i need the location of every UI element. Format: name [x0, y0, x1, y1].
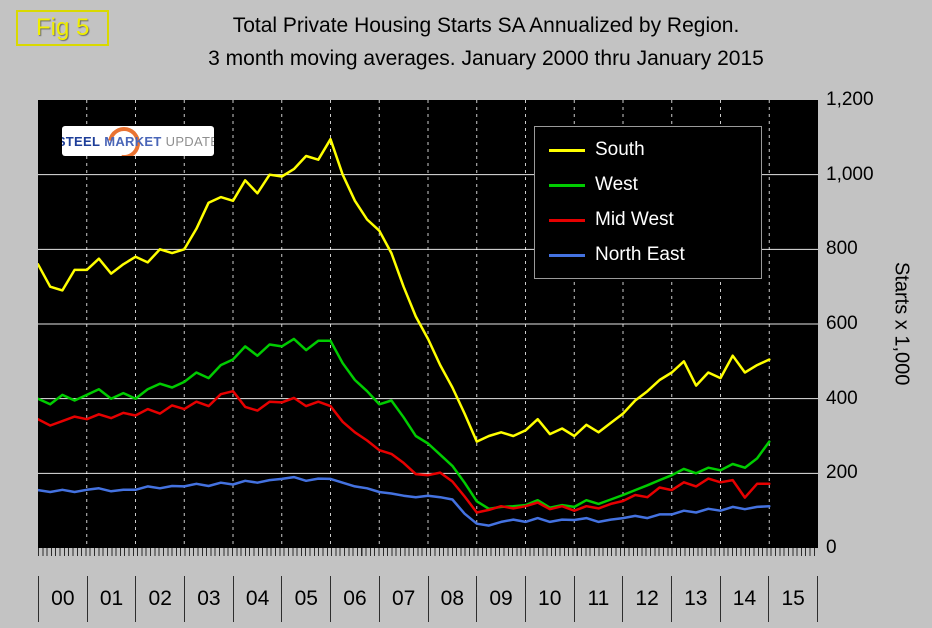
x-axis-label: 04: [232, 576, 282, 622]
x-axis-label: 15: [768, 576, 818, 622]
y-tick-label: 200: [826, 462, 858, 484]
x-axis-labels: 00 01 02 03 04 05 06 07 08 09 10 11 12 13 14 15: [38, 576, 818, 622]
x-axis-label: 08: [427, 576, 477, 622]
legend-item-west: West: [549, 174, 747, 196]
legend-line-swatch: [549, 148, 585, 152]
series-line-south: [38, 137, 771, 443]
figure-number-label: Fig 5: [16, 10, 110, 46]
x-axis-label: 03: [184, 576, 233, 622]
x-axis-label: 02: [135, 576, 184, 622]
series-line-west: [38, 337, 771, 511]
chart-title-line1: Total Private Housing Starts SA Annualiz…: [232, 14, 740, 37]
x-axis-label: 12: [622, 576, 671, 622]
legend-line-swatch: [549, 253, 585, 257]
x-axis-label: 14: [719, 576, 769, 622]
y-axis-title: Starts x 1,000: [890, 262, 913, 386]
y-tick-label: 0: [826, 536, 837, 558]
x-axis-label: 09: [476, 576, 525, 622]
legend-label: North East: [595, 244, 685, 265]
chart-title: Total Private Housing Starts SA Annualiz…: [110, 10, 862, 75]
y-tick-label: 800: [826, 238, 858, 260]
plot-area: STEEL MARKET UPDATE South West Mid West Nor…: [38, 100, 818, 548]
legend-label: West: [595, 174, 638, 195]
y-tick-label: 1,200: [826, 89, 874, 110]
x-axis-label: 11: [573, 576, 623, 622]
logo-word-steel: STEEL: [62, 133, 101, 149]
legend-label: Mid West: [595, 209, 674, 230]
chart-title-line2: 3 month moving averages. January 2000 th…: [208, 46, 764, 70]
x-axis-label: 13: [670, 576, 720, 622]
legend-item-mid-west: Mid West: [549, 209, 747, 231]
series-line-mid-west: [38, 389, 771, 514]
series-line-north-east: [38, 475, 771, 527]
x-axis-label: 06: [330, 576, 379, 622]
legend-item-south: South: [549, 139, 747, 161]
y-axis-tick-labels: 1,200 1,000 800 600 400 200 0: [826, 89, 890, 559]
x-axis-label: 07: [378, 576, 428, 622]
x-axis-label: 05: [281, 576, 330, 622]
legend-label: South: [595, 139, 645, 160]
x-axis-label: 00: [38, 576, 87, 622]
y-tick-label: 1,000: [826, 163, 874, 185]
x-axis-label: 01: [86, 576, 136, 622]
logo-word-update: UPDATE: [165, 133, 214, 149]
legend: South West Mid West North East: [534, 126, 762, 279]
legend-line-swatch: [549, 183, 585, 187]
steel-market-update-logo: STEEL MARKET UPDATE: [62, 126, 214, 156]
legend-line-swatch: [549, 218, 585, 222]
y-tick-label: 400: [826, 387, 858, 409]
legend-item-north-east: North East: [549, 244, 747, 266]
y-tick-label: 600: [826, 312, 858, 334]
x-axis-label: 10: [524, 576, 574, 622]
chart-svg: [38, 100, 818, 548]
logo-word-market: MARKET: [104, 133, 162, 149]
x-axis-minor-ticks: [38, 548, 818, 556]
